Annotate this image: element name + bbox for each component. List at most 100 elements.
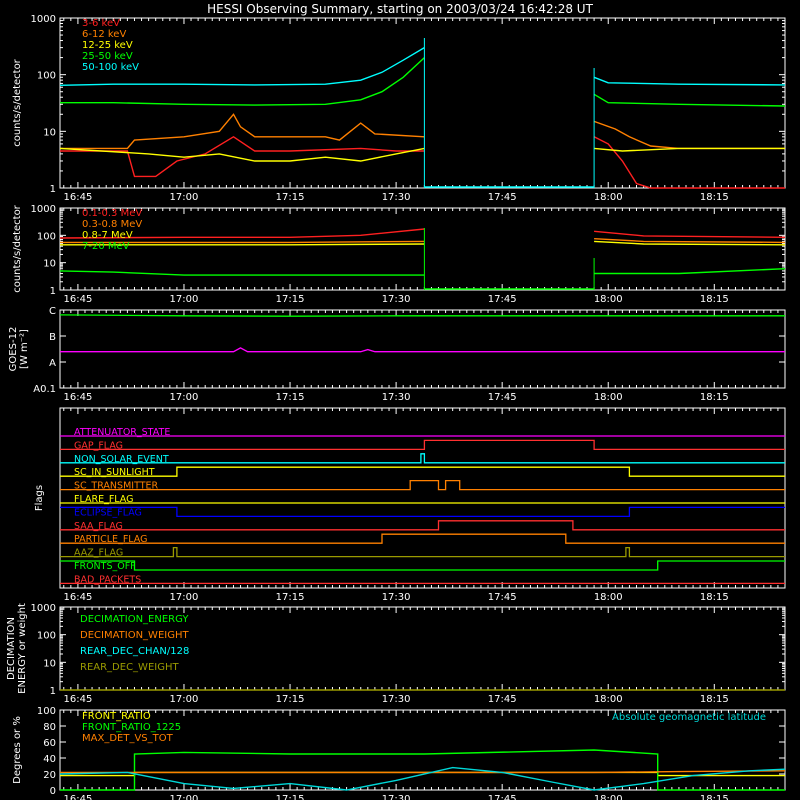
time-tick-label: 18:15 — [700, 694, 729, 705]
panel-frame-high-energy-rates — [59, 207, 786, 291]
time-tick-label: 17:30 — [382, 694, 411, 705]
series-line-50-100-kev — [593, 76, 786, 86]
flag-line-sc-transmitter — [60, 479, 785, 491]
flag-label-gap-flag: GAP_FLAG — [74, 440, 123, 451]
time-tick-label: 18:00 — [594, 794, 623, 800]
time-tick-label: 18:15 — [700, 592, 729, 603]
time-tick-label: 17:15 — [276, 592, 305, 603]
time-tick-label: 18:15 — [700, 192, 729, 203]
series-line-3-6-kev — [60, 135, 425, 178]
flag-label-flare-flag: FLARE_FLAG — [74, 494, 134, 505]
legend-entry: 7-20 MeV — [82, 241, 130, 252]
flag-line-gap-flag — [60, 439, 785, 451]
flag-label-aaz-flag: AAZ_FLAG — [74, 548, 123, 559]
time-tick-label: 17:45 — [488, 592, 517, 603]
legend-entry: 0.1-0.3 MeV — [82, 208, 142, 219]
legend-entry: REAR_DEC_WEIGHT — [80, 662, 179, 673]
y-axis-label: counts/s/detector — [12, 58, 23, 146]
time-tick-label: 17:15 — [276, 794, 305, 800]
series-line-max-det-vs-tot — [60, 770, 786, 774]
series-line-0-8-7-mev — [60, 243, 425, 246]
y-tick-label: A0.1 — [33, 384, 56, 395]
series-line-50-100-kev — [59, 46, 425, 86]
flag-label-attenuator-state: ATTENUATOR_STATE — [74, 427, 170, 438]
y-tick-label: 10 — [43, 259, 56, 270]
legend-entry: FRONT_RATIO — [82, 711, 151, 722]
time-tick-label: 17:45 — [488, 392, 517, 403]
series-line-0-1-0-3-mev — [59, 228, 425, 239]
time-tick-label: 17:00 — [170, 794, 199, 800]
time-tick-label: 17:00 — [170, 392, 199, 403]
y-axis-label-2: ENERGY or weight — [17, 603, 28, 694]
series-line-absolute-geomagnetic-latitude — [59, 766, 786, 791]
series-line-3-6-kev — [593, 136, 785, 189]
series-line-25-50-kev — [593, 93, 786, 107]
series-line-0-8-7-mev — [594, 240, 786, 246]
time-tick-label: 17:00 — [170, 592, 199, 603]
panel-frame-low-energy-rates — [59, 17, 786, 189]
legend-entry: 12-25 keV — [82, 40, 133, 51]
time-tick-label: 17:30 — [382, 392, 411, 403]
series-line-25-50-kev — [60, 57, 425, 106]
series-line-front-ratio-1225 — [60, 749, 785, 791]
goes-short-line — [60, 347, 785, 353]
time-tick-label: 17:00 — [170, 294, 199, 305]
y-tick-label: 1 — [50, 686, 56, 697]
time-tick-label: 17:15 — [276, 694, 305, 705]
legend-entry: 3-6 keV — [82, 18, 120, 29]
panel-frame-ratios — [59, 709, 786, 791]
y-tick-label: C — [49, 306, 56, 317]
time-tick-label: 17:15 — [276, 392, 305, 403]
time-tick-label: 16:45 — [63, 392, 92, 403]
y-axis-label: Degrees or % — [12, 716, 23, 784]
time-tick-label: 18:00 — [594, 694, 623, 705]
y-tick-label: 0 — [50, 786, 56, 797]
y-tick-label: 100 — [37, 706, 56, 717]
time-tick-label: 17:15 — [276, 294, 305, 305]
time-tick-label: 17:30 — [382, 294, 411, 305]
legend-entry: DECIMATION_ENERGY — [80, 614, 189, 625]
time-tick-label: 16:45 — [63, 294, 92, 305]
time-tick-label: 18:00 — [594, 294, 623, 305]
plot-title: HESSI Observing Summary, starting on 200… — [207, 2, 593, 16]
flag-label-particle-flag: PARTICLE_FLAG — [74, 534, 147, 545]
series-line-6-12-kev — [60, 113, 425, 150]
y-tick-label: 100 — [37, 631, 56, 642]
time-tick-label: 17:45 — [488, 294, 517, 305]
series-line-12-25-kev — [59, 147, 425, 162]
y-tick-label: 40 — [43, 754, 56, 765]
legend-entry: DECIMATION_WEIGHT — [80, 630, 189, 641]
legend-entry: 0.8-7 MeV — [82, 230, 133, 241]
y-tick-label: 80 — [43, 722, 56, 733]
y-tick-label: B — [49, 332, 56, 343]
series-line-0-3-0-8-mev — [594, 238, 786, 244]
legend-entry: FRONT_RATIO_1225 — [82, 722, 181, 733]
y-tick-label: A — [49, 358, 56, 369]
legend-entry: 0.3-0.8 MeV — [82, 219, 142, 230]
flag-line-eclipse-flag — [60, 506, 785, 518]
y-axis-label: counts/s/detector — [12, 204, 23, 292]
y-tick-label: 1000 — [31, 14, 56, 25]
legend-entry: 50-100 keV — [82, 62, 139, 73]
time-tick-label: 17:15 — [276, 192, 305, 203]
time-tick-label: 18:00 — [594, 592, 623, 603]
time-tick-label: 17:45 — [488, 192, 517, 203]
time-tick-label: 16:45 — [63, 694, 92, 705]
series-line-0-1-0-3-mev — [594, 230, 786, 238]
flag-label-fronts-off: FRONTS_OFF — [74, 561, 136, 572]
y-tick-label: 100 — [37, 231, 56, 242]
y-tick-label: 20 — [43, 770, 56, 781]
legend-entry: 25-50 keV — [82, 51, 133, 62]
time-tick-label: 17:30 — [382, 794, 411, 800]
y-tick-label: 10 — [43, 658, 56, 669]
time-tick-label: 16:45 — [63, 794, 92, 800]
flag-label-saa-flag: SAA_FLAG — [74, 521, 123, 532]
flag-line-aaz-flag — [60, 546, 785, 558]
legend-entry: MAX_DET_VS_TOT — [82, 733, 174, 744]
flag-line-sc-in-sunlight — [60, 466, 785, 477]
time-tick-label: 18:15 — [700, 794, 729, 800]
y-tick-label: 100 — [37, 71, 56, 82]
flag-label-sc-transmitter: SC_TRANSMITTER — [74, 481, 159, 492]
series-line-6-12-kev — [593, 120, 785, 150]
